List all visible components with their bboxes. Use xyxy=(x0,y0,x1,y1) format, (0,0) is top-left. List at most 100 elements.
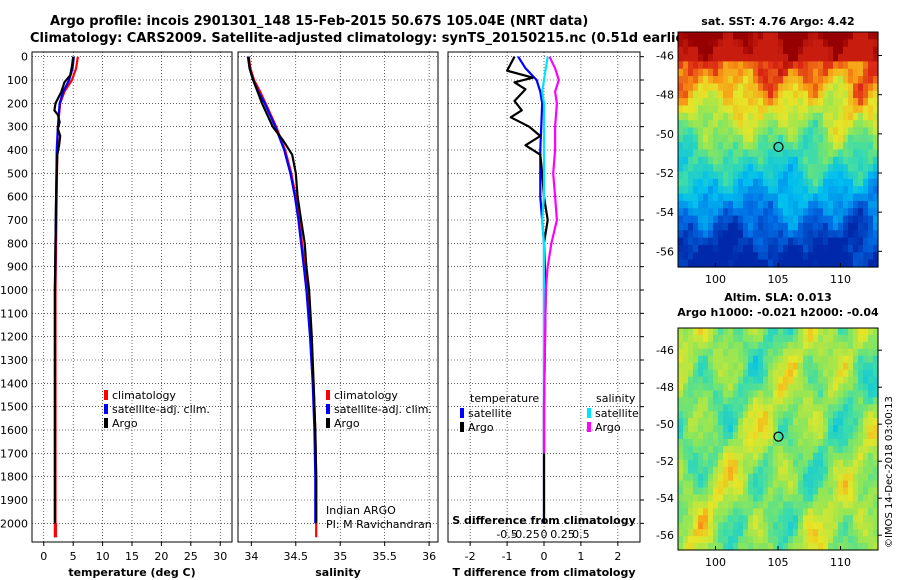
map-cell xyxy=(708,459,714,468)
map-cell xyxy=(778,54,784,62)
map-cell xyxy=(778,501,784,509)
map-cell xyxy=(823,501,829,509)
map-cell xyxy=(738,376,744,385)
map-cell xyxy=(853,515,859,523)
map-cell xyxy=(748,178,754,187)
map-cell xyxy=(863,156,869,165)
map-cell xyxy=(703,54,709,62)
map-raster xyxy=(678,328,879,551)
map-cell xyxy=(698,186,704,195)
argo-position-marker xyxy=(773,141,784,153)
map-cell xyxy=(873,404,879,412)
map-cell xyxy=(818,46,824,55)
map-cell xyxy=(693,76,699,84)
map-x-tick-label: 110 xyxy=(830,273,851,286)
map-cell xyxy=(853,494,859,503)
map-cell xyxy=(693,522,699,530)
map-cell xyxy=(678,76,684,84)
map-cell xyxy=(678,369,684,378)
map-cell xyxy=(758,473,764,482)
map-cell xyxy=(678,473,684,482)
map-cell xyxy=(858,112,864,121)
map-cell xyxy=(723,529,729,537)
map-cell xyxy=(718,432,724,440)
map-cell xyxy=(758,178,764,187)
map-cell xyxy=(843,473,849,482)
map-cell xyxy=(718,54,724,62)
map-cell xyxy=(688,348,694,357)
map-cell xyxy=(768,200,774,209)
map-title: sat. SST: 4.76 Argo: 4.42 xyxy=(701,15,854,28)
map-cell xyxy=(678,90,684,99)
map-cell xyxy=(778,445,784,454)
map-cell xyxy=(788,543,794,551)
map-cell xyxy=(683,341,689,350)
map-cell xyxy=(748,362,754,371)
map-cell xyxy=(813,439,819,447)
x2-tick-label: -0.25 xyxy=(511,528,539,541)
map-cell xyxy=(838,215,844,224)
map-cell xyxy=(758,418,764,426)
map-cell xyxy=(773,61,779,70)
map-cell xyxy=(748,215,754,224)
x2-tick-label: 0 xyxy=(541,528,548,541)
map-cell xyxy=(763,149,769,158)
map-cell xyxy=(778,466,784,475)
map-cell xyxy=(738,222,744,231)
map-cell xyxy=(768,376,774,385)
map-cell xyxy=(733,418,739,426)
map-cell xyxy=(843,418,849,426)
map-cell xyxy=(768,39,774,48)
map-cell xyxy=(683,418,689,426)
map-cell xyxy=(873,522,879,530)
map-cell xyxy=(823,529,829,537)
map-cell xyxy=(798,348,804,357)
map-cell xyxy=(693,186,699,195)
map-cell xyxy=(708,452,714,461)
map-cell xyxy=(803,186,809,195)
map-cell xyxy=(793,466,799,475)
map-cell xyxy=(768,487,774,496)
map-cell xyxy=(778,376,784,385)
map-cell xyxy=(833,515,839,523)
map-cell xyxy=(693,459,699,468)
map-cell xyxy=(688,208,694,217)
map-cell xyxy=(803,112,809,121)
map-cell xyxy=(873,459,879,468)
map-cell xyxy=(758,390,764,398)
map-cell xyxy=(838,83,844,92)
map-cell xyxy=(773,383,779,392)
map-cell xyxy=(853,39,859,48)
map-cell xyxy=(818,473,824,482)
map-cell xyxy=(828,215,834,224)
map-cell xyxy=(723,61,729,70)
map-cell xyxy=(828,259,834,268)
map-cell xyxy=(753,134,759,143)
map-cell xyxy=(858,334,864,343)
map-cell xyxy=(703,494,709,503)
map-cell xyxy=(723,487,729,496)
map-cell xyxy=(788,230,794,239)
map-cell xyxy=(818,171,824,180)
map-cell xyxy=(708,215,714,224)
map-cell xyxy=(723,459,729,468)
map-cell xyxy=(803,473,809,482)
map-cell xyxy=(713,341,719,350)
map-cell xyxy=(853,397,859,405)
map-cell xyxy=(728,508,734,516)
map-cell xyxy=(828,383,834,392)
map-cell xyxy=(778,112,784,121)
map-cell xyxy=(693,439,699,447)
map-cell xyxy=(693,480,699,489)
y-tick-label: 0 xyxy=(21,51,28,64)
map-cell xyxy=(703,452,709,461)
map-cell xyxy=(748,418,754,426)
map-cell xyxy=(713,90,719,99)
map-cell xyxy=(853,112,859,121)
map-cell xyxy=(708,83,714,92)
map-cell xyxy=(833,543,839,551)
map-cell xyxy=(763,252,769,261)
map-cell xyxy=(703,418,709,426)
map-cell xyxy=(778,259,784,268)
